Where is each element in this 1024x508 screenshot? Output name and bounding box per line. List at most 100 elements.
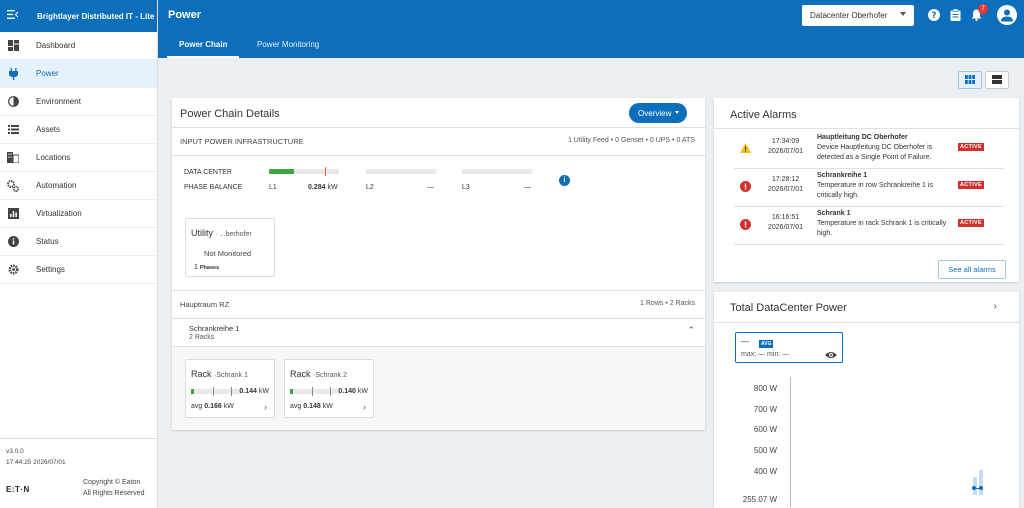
sidebar-item-status[interactable]: Status [0, 228, 157, 256]
status-badge: ACTIVE [958, 181, 984, 189]
sidebar-item-label: Virtualization [36, 209, 82, 218]
copyright: Copyright © Eaton All Rights Reserved [83, 477, 144, 499]
alarm-title: Schrankreihe 1 [817, 172, 868, 179]
eaton-logo: E:T·N [6, 485, 30, 494]
phase-l2-value: — [427, 184, 434, 191]
alarm-title: Hauptleitung DC Oberhofer [817, 134, 908, 141]
alarm-time: 17:34:09 2026/07/01 [768, 137, 803, 157]
rack-avg-label: avg [191, 403, 203, 410]
rack-power-fill [191, 389, 194, 394]
alarm-description: Temperature in rack Schrank 1 is critica… [817, 220, 947, 237]
utility-card[interactable]: Utility · ...berhofer Not Monitored 1 Ph… [185, 218, 275, 277]
utility-phase-label: Phases [199, 265, 220, 271]
alarm-date: 2026/07/01 [768, 186, 804, 193]
datacenter-select[interactable]: Datacenter Oberhofer [802, 5, 914, 26]
card-title: Total DataCenter Power [730, 302, 847, 314]
utility-name: · ...berhofer [215, 231, 252, 238]
top-bar: Power Datacenter Oberhofer ? 7 [158, 0, 1024, 32]
power-plug-icon [7, 67, 19, 80]
phase-l3-value: — [524, 184, 531, 191]
rack-power-marker [312, 387, 313, 396]
help-icon[interactable]: ? [928, 9, 940, 21]
chart-icon [7, 208, 19, 220]
rack-power-unit: kW [258, 388, 269, 395]
sidebar-item-settings[interactable]: Settings [0, 256, 157, 284]
infra-label: INPUT POWER INFRASTRUCTURE [180, 137, 304, 146]
chevron-right-icon[interactable]: › [264, 402, 267, 412]
alarm-row[interactable]: 17:28:12 2026/07/01 Schrankreihe 1 Temper… [734, 169, 1004, 207]
sidebar-item-dashboard[interactable]: Dashboard [0, 32, 157, 60]
alarm-row[interactable]: 16:16:51 2026/07/01 Schrank 1 Temperature… [734, 207, 1004, 245]
alarm-description: Device Hauptleitung DC Oberhofer is dete… [817, 144, 933, 161]
rack-power-marker [330, 387, 331, 396]
sidebar-item-power[interactable]: Power [0, 60, 157, 88]
sidebar-item-locations[interactable]: Locations [0, 144, 157, 172]
utility-status: Not Monitored [204, 249, 252, 258]
grid-view-button[interactable] [958, 71, 982, 89]
gear-icon [7, 264, 19, 276]
assets-list-icon [7, 124, 19, 136]
y-tick-label: 700 W [753, 405, 777, 414]
overview-label: Overview [638, 108, 672, 118]
rack-title: Rack ·Schrank 2 [290, 369, 347, 379]
tab-power-chain[interactable]: Power Chain [167, 32, 240, 58]
critical-alert-icon [740, 219, 751, 230]
alarm-time-value: 17:28:12 [771, 176, 800, 183]
clipboard-icon[interactable] [950, 8, 962, 21]
utility-title-text: Utility [191, 228, 213, 238]
rack-power-number: 0.144 [239, 388, 257, 395]
card-title: Active Alarms [730, 109, 797, 121]
app-title: Brightlayer Distributed IT - Lite [37, 11, 155, 21]
avatar[interactable] [997, 5, 1017, 25]
total-datacenter-power-card: Total DataCenter Power › — AVG max: — mi… [714, 292, 1019, 508]
list-view-icon [992, 74, 1002, 86]
collapse-menu-icon[interactable] [7, 10, 21, 22]
see-all-alarms-button[interactable]: See all alarms [938, 260, 1006, 279]
rack-avg-label: avg [290, 403, 302, 410]
sidebar-item-virtualization[interactable]: Virtualization [0, 200, 157, 228]
eye-icon[interactable] [825, 351, 837, 359]
infra-body [172, 155, 705, 290]
sidebar-item-label: Power [36, 69, 59, 78]
phase-l1-marker [325, 167, 326, 176]
tab-power-monitoring[interactable]: Power Monitoring [257, 40, 320, 49]
sidebar-item-environment[interactable]: Environment [0, 88, 157, 116]
row-racks-count: 2 Racks [189, 334, 215, 341]
rack-card-schrank-2[interactable]: Rack ·Schrank 2 0.140 kW avg 0.148 kW › [284, 359, 374, 418]
info-icon[interactable]: i [559, 175, 570, 186]
rack-title: Rack ·Schrank 1 [191, 369, 248, 379]
rack-name: ·Schrank 2 [313, 372, 347, 379]
infra-header: INPUT POWER INFRASTRUCTURE 1 Utility Fee… [172, 127, 705, 155]
critical-alert-icon [740, 181, 751, 192]
footer-timestamp: 17:44:25 2026/07/01 [6, 459, 66, 466]
overview-dropdown-button[interactable]: Overview [629, 103, 687, 123]
chevron-right-icon[interactable]: › [993, 301, 997, 312]
chart-legend[interactable]: — AVG max: — min: — [735, 332, 843, 363]
rack-avg: avg 0.166 kW [191, 403, 234, 410]
chevron-right-icon[interactable]: › [363, 402, 366, 412]
alarm-row[interactable]: 17:34:09 2026/07/01 Hauptleitung DC Oberh… [734, 131, 1004, 169]
alarm-time: 17:28:12 2026/07/01 [768, 175, 803, 195]
card-title: Power Chain Details [180, 108, 280, 120]
sidebar-item-label: Dashboard [36, 41, 76, 50]
row-header[interactable]: Schrankreihe 1 2 Racks ⌃ [172, 318, 705, 346]
phase-l2-bar [366, 169, 436, 174]
rack-card-schrank-1[interactable]: Rack ·Schrank 1 0.144 kW avg 0.166 kW › [185, 359, 275, 418]
y-tick-label: 600 W [753, 425, 777, 434]
list-view-button[interactable] [985, 71, 1009, 89]
building-icon [7, 152, 19, 164]
sidebar-item-label: Locations [36, 153, 71, 162]
alarm-description: Temperature in row Schrankreihe 1 is cri… [817, 182, 933, 199]
avg-tag: AVG [759, 340, 774, 348]
phase-balance-label: PHASE BALANCE [184, 184, 243, 191]
dashboard-icon [7, 40, 19, 52]
data-center-label: DATA CENTER [184, 169, 232, 176]
sidebar-item-automation[interactable]: Automation [0, 172, 157, 200]
phase-l1-value: 0.284 kW [308, 184, 338, 191]
chevron-up-icon[interactable]: ⌃ [687, 325, 695, 335]
rack-avg: avg 0.148 kW [290, 403, 333, 410]
rack-power-fill [290, 389, 293, 394]
row-name: Schrankreihe 1 [189, 324, 240, 333]
y-tick-label: 255.07 W [742, 495, 777, 504]
sidebar-item-assets[interactable]: Assets [0, 116, 157, 144]
